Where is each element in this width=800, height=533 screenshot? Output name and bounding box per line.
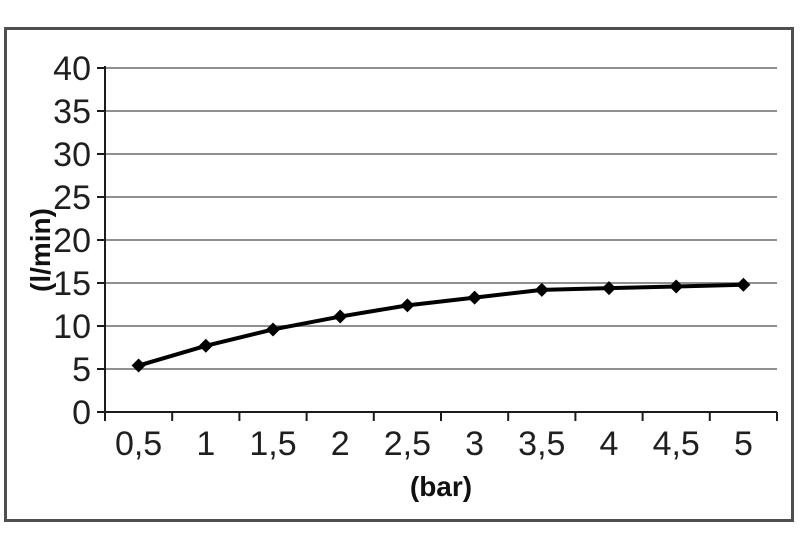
diamond-marker <box>266 322 280 337</box>
diamond-marker <box>467 290 482 305</box>
diamond-marker <box>736 277 751 292</box>
y-tick-label: 25 <box>53 179 91 217</box>
y-tick-label: 30 <box>53 136 91 174</box>
diamond-marker <box>333 309 348 324</box>
x-tick-label: 1 <box>196 425 215 463</box>
x-tick-label: 2,5 <box>384 425 431 463</box>
diamond-marker <box>400 298 415 313</box>
y-tick-labels: 0 5 10 15 20 25 30 35 40 <box>53 50 105 432</box>
gridlines <box>105 67 777 370</box>
x-tick-label: 4,5 <box>653 425 700 463</box>
y-tick-label: 10 <box>53 308 91 346</box>
flow-curve <box>136 282 746 368</box>
diamond-marker <box>602 281 616 296</box>
diamond-marker <box>669 279 684 294</box>
x-tick-labels: 0,5 1 1,5 2 2,5 3 3,5 4 4,5 5 <box>104 412 778 463</box>
y-tick-label: 20 <box>53 222 91 260</box>
y-tick-label: 40 <box>53 50 91 88</box>
y-tick-label: 15 <box>53 265 91 303</box>
diamond-marker <box>131 358 146 373</box>
y-tick-label: 35 <box>53 93 91 131</box>
x-tick-label: 5 <box>734 425 753 463</box>
diamond-marker <box>198 338 213 353</box>
x-tick-label: 1,5 <box>249 425 296 463</box>
x-tick-label: 3,5 <box>518 425 565 463</box>
x-tick-label: 0,5 <box>115 425 162 463</box>
x-tick-label: 3 <box>465 425 484 463</box>
x-axis-title: (bar) <box>409 471 473 502</box>
chart-frame <box>4 27 794 522</box>
y-axis-title: (l/min) <box>25 208 56 292</box>
x-tick-label: 2 <box>331 425 350 463</box>
y-tick-label: 5 <box>72 351 91 389</box>
y-tick-label: 0 <box>72 394 91 432</box>
axes <box>104 66 777 413</box>
x-tick-label: 4 <box>600 425 619 463</box>
series-line <box>136 282 746 368</box>
data-point-markers <box>131 277 751 373</box>
diamond-marker <box>534 282 549 297</box>
